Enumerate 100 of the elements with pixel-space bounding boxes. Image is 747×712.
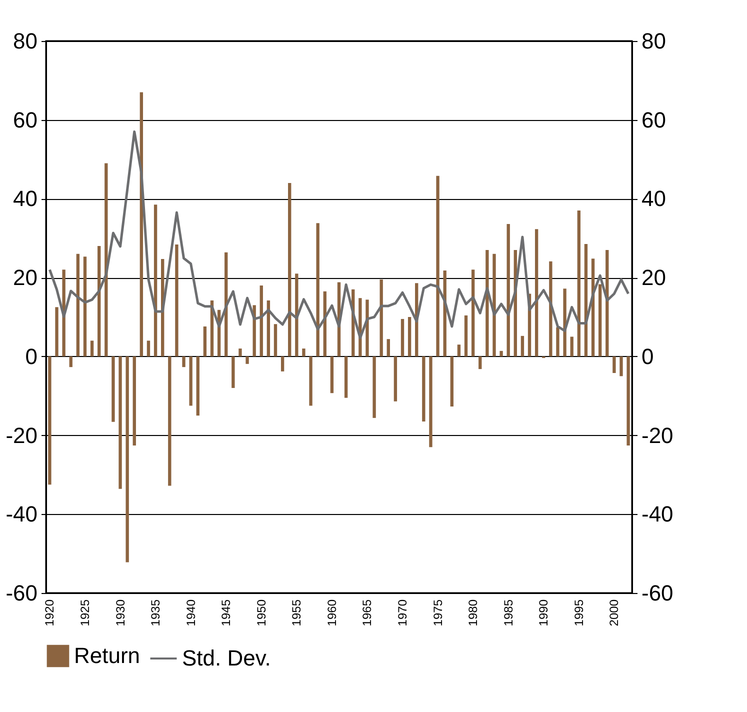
bar [55,307,58,356]
line-series [48,130,630,340]
bar [104,163,108,356]
bar [196,356,200,416]
bar [450,356,454,407]
x-tick-label: 1935 [148,599,163,626]
bar [534,229,538,356]
bar [372,356,376,418]
bar [238,348,242,356]
bar [556,327,560,356]
bar [380,280,383,356]
x-tick-label: 1990 [536,599,551,626]
bar [429,356,432,448]
bar [252,305,256,356]
bar [288,182,292,356]
bar [330,356,334,394]
bar [612,356,616,373]
bar [400,318,404,356]
y-tick-label: 0 [25,344,38,369]
bar [232,356,235,388]
x-tick-label: 1985 [501,599,516,626]
bar [436,176,440,356]
x-tick-label: 1940 [184,599,198,626]
x-tick-label: 1955 [290,599,304,626]
legend-label: Std. Dev. [182,646,271,670]
bar [344,356,348,398]
bar [154,204,158,356]
bar [274,324,278,356]
bar [620,356,623,376]
bar [549,261,552,356]
bar [366,300,369,356]
bar [132,356,136,446]
bar [464,315,468,356]
x-tick-label: 1925 [78,599,92,626]
x-tick-label: 1965 [360,599,374,626]
y-tick-label: -60 [6,580,38,606]
bar [302,348,306,356]
bar [62,270,66,356]
y2-tick-label: 20 [642,265,666,290]
bar [203,326,207,356]
x-tick-label: 1945 [219,599,234,626]
bar [506,224,510,356]
y-tick-label: -20 [6,422,38,448]
bar [146,340,150,356]
bar [520,336,524,356]
x-tick-label: 2000 [607,599,622,626]
y2-tick-label: 80 [642,28,666,54]
bar [422,356,426,422]
bar [492,254,496,356]
x-tick-label: 1970 [396,599,410,626]
bar [90,340,94,356]
bar [168,356,172,486]
bar [570,336,574,356]
bar [394,356,398,402]
bar [563,288,566,356]
bar [175,244,178,356]
bar [112,356,115,422]
x-tick-label: 1930 [113,599,128,626]
bar [83,256,87,356]
bar [577,210,580,356]
bar [48,356,52,485]
bar [316,223,320,356]
bar [598,284,602,356]
x-tick-label: 1995 [572,599,586,626]
x-tick-label: 1960 [324,599,339,626]
bar [280,356,284,372]
bar [260,285,263,356]
bar [98,246,101,356]
bar [76,254,80,356]
bar [189,356,192,406]
bar [309,356,312,406]
y-tick-label: 60 [13,107,38,132]
bar [182,356,186,368]
y-tick-label: 40 [13,186,38,212]
bar [246,356,249,364]
y2-tick-label: 60 [642,107,666,132]
y-tick-label: 80 [13,28,38,54]
y2-tick-label: -60 [642,580,674,606]
bar [295,274,298,356]
bar [478,356,482,370]
bar [457,344,461,356]
bar [386,339,390,356]
y2-tick-label: -20 [642,422,674,448]
y-tick-label: 20 [13,265,38,290]
bar [118,356,122,489]
bar [626,356,630,446]
y-tick-label: -40 [6,502,38,527]
x-tick-label: 1980 [466,599,480,626]
legend-label: Return [74,643,140,668]
y2-tick-label: -40 [642,502,674,527]
y2-tick-label: 40 [642,186,666,212]
x-tick-label: 1975 [430,599,445,626]
x-tick-label: 1920 [42,599,57,626]
bar [486,250,489,356]
bar [500,350,503,356]
bar [126,356,129,562]
bar [471,270,475,356]
bar [408,317,412,356]
y2-tick-label: 0 [642,344,654,369]
x-tick-label: 1950 [254,599,268,626]
